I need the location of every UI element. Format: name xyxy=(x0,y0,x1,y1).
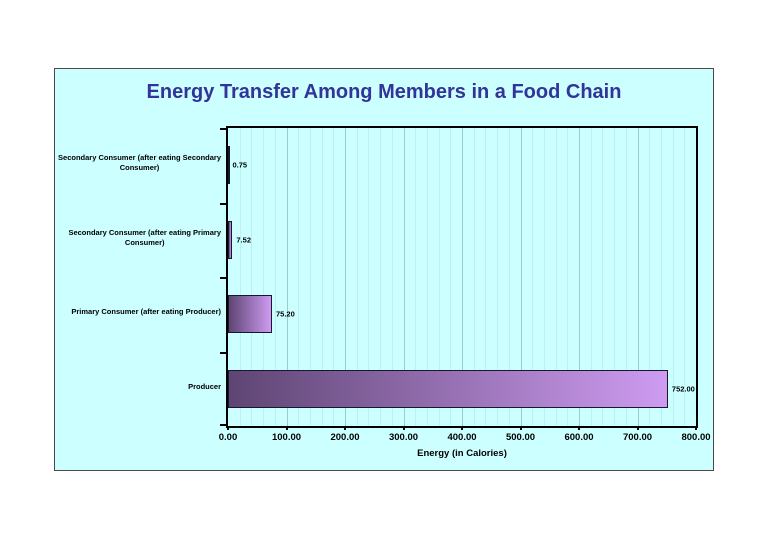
major-gridline xyxy=(579,128,580,426)
category-label: Secondary Consumer (after eating Primary… xyxy=(68,227,221,247)
x-tick-label: 500.00 xyxy=(505,432,536,443)
minor-gridline xyxy=(508,128,510,426)
chart-title: Energy Transfer Among Members in a Food … xyxy=(146,81,622,103)
minor-gridline xyxy=(590,128,592,426)
x-axis-tick xyxy=(227,426,229,430)
minor-gridline xyxy=(450,128,452,426)
minor-gridline xyxy=(391,128,393,426)
minor-gridline xyxy=(251,128,253,426)
minor-gridline xyxy=(263,128,265,426)
minor-gridline xyxy=(497,128,499,426)
minor-gridline xyxy=(309,128,311,426)
x-axis-tick xyxy=(402,426,405,430)
major-gridline xyxy=(286,128,288,426)
bar xyxy=(228,220,233,259)
y-axis-tick xyxy=(220,128,226,130)
minor-gridline xyxy=(356,128,358,426)
bar-value-label: 0.75 xyxy=(232,160,248,170)
major-gridline xyxy=(403,128,405,426)
minor-gridline xyxy=(625,128,627,426)
category-label: Primary Consumer (after eating Producer) xyxy=(71,307,221,317)
minor-gridline xyxy=(555,128,557,426)
bar-value-label: 752.00 xyxy=(671,384,695,394)
minor-gridline xyxy=(333,128,335,426)
x-axis-tick xyxy=(285,426,288,430)
x-tick-label: 700.00 xyxy=(622,432,653,443)
minor-gridline xyxy=(380,128,382,426)
minor-gridline xyxy=(438,128,440,426)
bar-value-label: 75.20 xyxy=(275,309,295,319)
minor-gridline xyxy=(672,128,674,426)
x-axis-title: Energy (in Calories) xyxy=(417,448,507,459)
category-axis-labels: Secondary Consumer (after eating Seconda… xyxy=(55,126,224,424)
minor-gridline xyxy=(321,128,323,426)
minor-gridline xyxy=(426,128,428,426)
minor-gridline xyxy=(368,128,370,426)
x-axis-tick xyxy=(461,426,463,430)
major-gridline xyxy=(637,128,639,426)
minor-gridline xyxy=(660,128,662,426)
chart-area: Energy Transfer Among Members in a Food … xyxy=(54,68,714,471)
bar xyxy=(228,295,272,334)
x-axis-tick xyxy=(578,426,580,430)
x-axis-tick xyxy=(636,426,639,430)
minor-gridline xyxy=(298,128,300,426)
y-axis-tick xyxy=(220,202,226,205)
x-tick-label: 200.00 xyxy=(330,432,360,443)
minor-gridline xyxy=(567,128,569,426)
x-tick-label: 0.00 xyxy=(218,432,238,443)
minor-gridline xyxy=(684,128,686,426)
minor-gridline xyxy=(415,128,417,426)
minor-gridline xyxy=(614,128,616,426)
y-axis-tick xyxy=(220,351,226,354)
category-label: Secondary Consumer (after eating Seconda… xyxy=(58,153,221,173)
major-gridline xyxy=(520,128,522,426)
bar xyxy=(228,369,668,408)
y-axis-tick xyxy=(220,277,226,279)
x-axis-tick xyxy=(519,426,522,430)
minor-gridline xyxy=(274,128,276,426)
minor-gridline xyxy=(649,128,651,426)
bar xyxy=(228,146,230,185)
minor-gridline xyxy=(239,128,241,426)
plot-area: 0.75 7.52 75.20 752.00 xyxy=(220,126,698,430)
minor-gridline xyxy=(532,128,534,426)
x-axis-tick xyxy=(344,426,346,430)
major-gridline xyxy=(345,128,346,426)
x-tick-label: 300.00 xyxy=(388,432,419,443)
x-axis-tick xyxy=(695,426,697,430)
x-tick-label: 600.00 xyxy=(564,432,594,443)
category-label: Producer xyxy=(188,381,221,391)
x-tick-label: 800.00 xyxy=(681,432,711,443)
major-gridline xyxy=(462,128,463,426)
minor-gridline xyxy=(485,128,487,426)
x-tick-label: 400.00 xyxy=(447,432,477,443)
minor-gridline xyxy=(602,128,604,426)
minor-gridline xyxy=(543,128,545,426)
x-tick-label: 100.00 xyxy=(271,432,302,443)
bar-value-label: 7.52 xyxy=(236,235,251,245)
minor-gridline xyxy=(473,128,475,426)
y-axis-tick xyxy=(220,424,226,426)
